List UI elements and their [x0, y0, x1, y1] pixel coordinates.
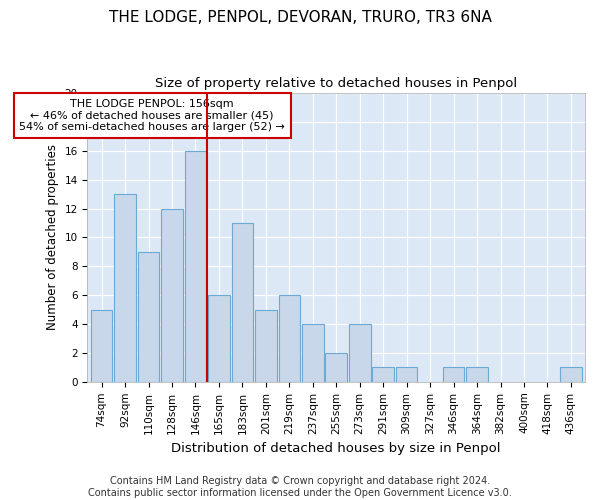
Bar — [208, 295, 230, 382]
Text: THE LODGE PENPOL: 156sqm
← 46% of detached houses are smaller (45)
54% of semi-d: THE LODGE PENPOL: 156sqm ← 46% of detach… — [19, 99, 285, 132]
Bar — [114, 194, 136, 382]
Bar — [138, 252, 159, 382]
Bar — [560, 368, 582, 382]
Bar — [161, 208, 183, 382]
Y-axis label: Number of detached properties: Number of detached properties — [46, 144, 59, 330]
Bar — [255, 310, 277, 382]
Bar — [302, 324, 323, 382]
Bar — [278, 295, 300, 382]
Bar — [466, 368, 488, 382]
Bar — [185, 151, 206, 382]
Bar — [396, 368, 418, 382]
X-axis label: Distribution of detached houses by size in Penpol: Distribution of detached houses by size … — [172, 442, 501, 455]
Title: Size of property relative to detached houses in Penpol: Size of property relative to detached ho… — [155, 78, 517, 90]
Bar — [232, 223, 253, 382]
Text: THE LODGE, PENPOL, DEVORAN, TRURO, TR3 6NA: THE LODGE, PENPOL, DEVORAN, TRURO, TR3 6… — [109, 10, 491, 25]
Bar — [91, 310, 112, 382]
Bar — [443, 368, 464, 382]
Bar — [373, 368, 394, 382]
Text: Contains HM Land Registry data © Crown copyright and database right 2024.
Contai: Contains HM Land Registry data © Crown c… — [88, 476, 512, 498]
Bar — [349, 324, 371, 382]
Bar — [325, 353, 347, 382]
